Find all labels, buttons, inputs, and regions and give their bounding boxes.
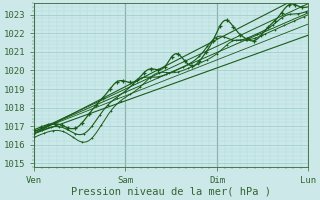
X-axis label: Pression niveau de la mer( hPa ): Pression niveau de la mer( hPa ) [71,187,271,197]
